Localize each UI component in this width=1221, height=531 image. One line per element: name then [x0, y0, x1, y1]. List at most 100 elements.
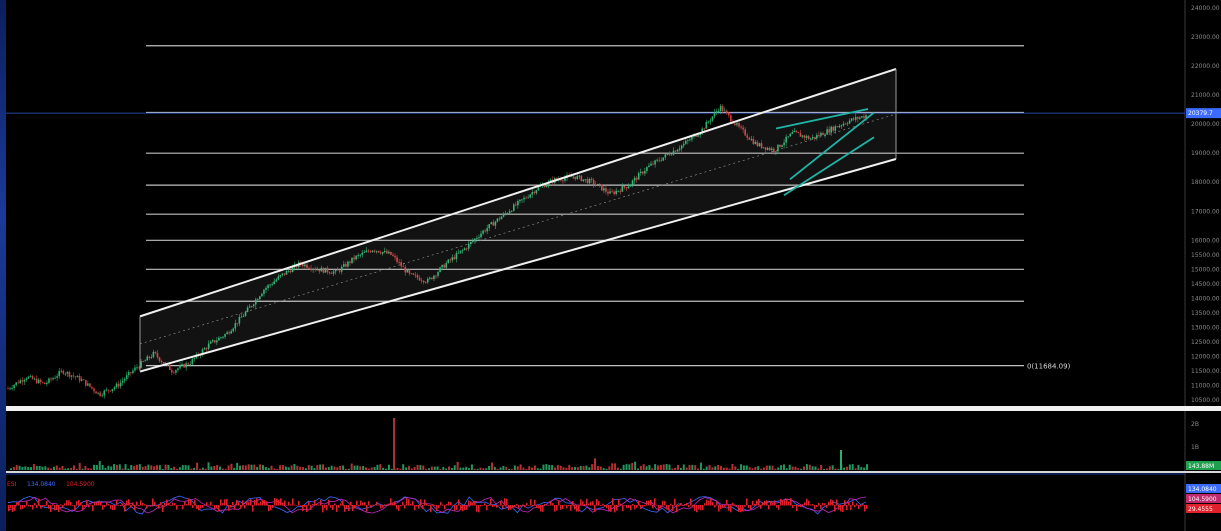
- volume-bar: [261, 465, 264, 470]
- volume-bar: [791, 466, 794, 470]
- candle-body: [76, 375, 79, 378]
- candle-body: [257, 299, 259, 300]
- oscillator-histogram-bar: [356, 500, 358, 506]
- candle-body: [707, 121, 710, 123]
- oscillator-histogram-bar: [306, 505, 308, 513]
- candle-body: [254, 299, 257, 305]
- candle-body: [764, 147, 767, 150]
- candle-body: [183, 363, 185, 368]
- volume-bar: [118, 464, 121, 470]
- volume-bar: [267, 467, 270, 470]
- candle-body: [109, 390, 112, 392]
- volume-bar: [207, 462, 210, 470]
- oscillator-histogram-bar: [224, 499, 226, 506]
- candle-body: [697, 135, 699, 137]
- candle-body: [793, 130, 796, 133]
- candle-body: [111, 388, 114, 392]
- oscillator-histogram-bar: [774, 500, 776, 506]
- oscillator-histogram-bar: [332, 505, 334, 511]
- oscillator-histogram-bar: [250, 499, 252, 506]
- oscillator-histogram-bar: [776, 505, 778, 508]
- candle-body: [680, 145, 683, 149]
- volume-bar: [528, 466, 531, 470]
- candle-body: [220, 337, 222, 339]
- oscillator-histogram-bar: [468, 500, 470, 506]
- volume-bar: [599, 466, 602, 470]
- oscillator-histogram-bar: [126, 500, 128, 506]
- oscillator-histogram-bar: [614, 505, 616, 513]
- candle-body: [836, 126, 839, 128]
- oscillator-histogram-bar: [92, 505, 94, 512]
- candle-body: [721, 105, 724, 112]
- oscillator-histogram-bar: [390, 498, 392, 506]
- candle-body: [17, 382, 20, 384]
- candle-body: [576, 176, 579, 180]
- oscillator-histogram-bar: [140, 500, 142, 506]
- candle-body: [863, 116, 865, 118]
- candle-body: [596, 183, 599, 185]
- oscillator-histogram-bar: [494, 505, 496, 507]
- volume-bar: [837, 468, 840, 470]
- volume-bar: [233, 467, 236, 470]
- volume-bar: [201, 467, 204, 470]
- oscillator-histogram-bar: [32, 505, 34, 510]
- price-tick-label: 11500.00: [1191, 368, 1220, 375]
- candle-body: [789, 133, 792, 137]
- candle-body: [304, 264, 306, 267]
- candle-body: [590, 178, 593, 180]
- volume-bar: [67, 468, 70, 470]
- volume-bar: [628, 464, 631, 470]
- price-tick-label: 22000.00: [1191, 63, 1220, 70]
- candle-body: [320, 267, 323, 272]
- oscillator-histogram-bar: [764, 500, 766, 506]
- volume-bar: [256, 466, 259, 470]
- oscillator-histogram-bar: [246, 501, 248, 506]
- oscillator-histogram-bar: [326, 505, 328, 511]
- candle-body: [435, 275, 437, 277]
- oscillator-histogram-bar: [718, 505, 720, 512]
- oscillator-histogram-bar: [320, 500, 322, 506]
- volume-bar: [353, 465, 356, 470]
- candle-body: [500, 216, 503, 220]
- oscillator-histogram-bar: [860, 505, 862, 507]
- candle-body: [445, 263, 448, 268]
- oscillator-histogram-bar: [18, 502, 20, 506]
- channel-median: [139, 113, 897, 345]
- oscillator-histogram-bar: [90, 504, 92, 506]
- oscillator-histogram-bar: [462, 505, 464, 512]
- volume-bar: [711, 467, 714, 470]
- candle-body: [439, 267, 441, 273]
- volume-bar: [745, 465, 748, 470]
- oscillator-histogram-bar: [584, 503, 586, 506]
- volume-bar: [662, 464, 665, 470]
- volume-bar: [651, 468, 654, 470]
- oscillator-histogram-bar: [678, 505, 680, 507]
- oscillator-histogram-bar: [628, 505, 630, 509]
- candle-body: [785, 136, 787, 143]
- oscillator-histogram-bar: [122, 503, 124, 506]
- volume-bar: [273, 468, 276, 470]
- candle-body: [601, 184, 603, 191]
- volume-bar: [860, 467, 863, 470]
- candle-body: [752, 138, 755, 145]
- candle-body: [400, 262, 402, 267]
- candle-body: [443, 264, 445, 268]
- window-frame: [0, 0, 6, 531]
- candle-body: [482, 230, 484, 234]
- oscillator-histogram-bar: [668, 505, 670, 511]
- oscillator-histogram-bar: [466, 505, 468, 510]
- oscillator-histogram-bar: [314, 500, 316, 506]
- candle-body: [187, 363, 190, 365]
- oscillator-histogram-bar: [508, 505, 510, 511]
- oscillator-histogram-bar: [724, 505, 726, 508]
- oscillator-histogram-bar: [704, 503, 706, 506]
- oscillator-histogram-bar: [146, 505, 148, 509]
- candle-body: [537, 186, 540, 191]
- candle-body: [527, 197, 529, 199]
- candle-body: [308, 267, 310, 269]
- candle-body: [760, 143, 763, 148]
- current-price-value: 20379.7: [1188, 110, 1213, 117]
- candle-body: [676, 149, 679, 152]
- volume-bar: [622, 464, 625, 470]
